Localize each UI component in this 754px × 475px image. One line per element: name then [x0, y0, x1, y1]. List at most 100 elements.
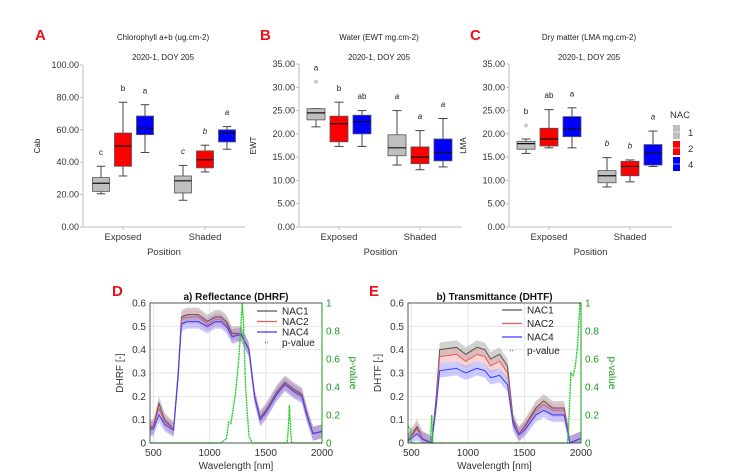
y2-tick-label: 0.4: [585, 383, 599, 394]
significance-letter: b: [605, 139, 610, 148]
box: [218, 129, 236, 143]
significance-letter: a: [314, 63, 319, 72]
y-tick-label: 0.6: [132, 299, 146, 310]
box-nac1-shaded: a: [387, 92, 407, 166]
panel-label: A: [35, 27, 46, 44]
ci-band-nac4: [150, 314, 322, 441]
legend-entry: NAC2: [527, 319, 554, 330]
y-tick-label: 0.5: [390, 322, 404, 333]
panel-label: D: [112, 283, 123, 300]
box: [174, 175, 192, 194]
y-tick-label: 0.6: [390, 299, 404, 310]
panel-label: E: [369, 283, 379, 300]
outlier-point: [314, 79, 318, 84]
legend-entry: NAC4: [527, 333, 554, 344]
significance-letter: a: [570, 89, 575, 98]
legend-entry: NAC1: [282, 307, 309, 318]
y2-tick-label: 0: [585, 439, 591, 450]
y-tick-label: 0.3: [132, 369, 146, 380]
y2-tick-label: 0.2: [585, 411, 599, 422]
box: [620, 160, 640, 177]
x-tick-label: 2000: [570, 448, 593, 459]
significance-letter: a: [225, 108, 230, 117]
legend-entry: NAC1: [527, 306, 554, 317]
box-nac4-shaded: a: [218, 108, 236, 150]
y-tick-label: 20.00: [56, 190, 79, 200]
box: [329, 115, 349, 143]
x-axis-label: Position: [364, 247, 398, 258]
y-tick-label: 80.00: [56, 92, 79, 102]
y-tick-label: 0.5: [132, 322, 146, 333]
panel-label: C: [470, 27, 481, 44]
y-tick-label: 0: [140, 439, 146, 450]
significance-letter: a: [143, 86, 148, 95]
box-nac2-exposed: b: [114, 84, 132, 177]
y-tick-label: 25.00: [482, 106, 505, 116]
y-tick-label: 15.00: [272, 152, 295, 162]
y-tick-label: 0.1: [132, 415, 146, 426]
boxplot-panel-a: A Chlorophyll a+b (ug.cm-2) 2020-1, DOY 20…: [33, 27, 245, 258]
box: [597, 170, 617, 184]
y-tick-label: 30.00: [272, 82, 295, 92]
legend-entry: p-value: [527, 346, 560, 357]
y-tick-label: 15.00: [482, 152, 505, 162]
x-tick-label: 500: [145, 448, 162, 459]
y-tick-label: 25.00: [272, 106, 295, 116]
y-tick-label: 0.2: [390, 392, 404, 403]
box: [516, 140, 536, 150]
box-nac1-shaded: b: [597, 139, 617, 188]
box: [92, 177, 110, 192]
y-tick-label: 10.00: [482, 175, 505, 185]
x-axis-label: Position: [574, 247, 608, 258]
box: [352, 114, 372, 135]
legend-entry: p-value: [282, 338, 315, 349]
box-nac4-exposed: a: [136, 86, 154, 153]
box: [114, 132, 132, 167]
box-nac4-shaded: a: [433, 100, 453, 168]
chart-title: Dry matter (LMA mg.cm-2): [542, 33, 637, 42]
box: [387, 134, 407, 157]
x-tick-label: 1500: [255, 448, 278, 459]
y-tick-label: 0.00: [277, 222, 295, 232]
significance-letter: ab: [358, 92, 367, 101]
chart-subtitle: 2020-1, DOY 205: [348, 53, 411, 62]
chart-subtitle: 2020-1, DOY 205: [558, 53, 621, 62]
significance-letter: ab: [545, 91, 554, 100]
y-tick-label: 20.00: [482, 129, 505, 139]
box: [433, 138, 453, 162]
series-line-nac4: [150, 321, 323, 435]
y-tick-label: 20.00: [272, 129, 295, 139]
legend-entry: 4: [688, 160, 693, 171]
box-nac4-shaded: a: [643, 113, 663, 167]
chart-subtitle: 2020-1, DOY 205: [132, 53, 195, 62]
box-nac1-exposed: b: [516, 107, 536, 154]
ci-band-nac4: [408, 361, 581, 443]
significance-letter: a: [651, 113, 656, 122]
box-nac2-shaded: b: [620, 142, 640, 183]
y2-tick-label: 0: [326, 439, 332, 450]
y-axis-label: LMA: [459, 137, 468, 154]
boxplot-panel-c: C Dry matter (LMA mg.cm-2) 2020-1, DOY 205…: [459, 27, 693, 258]
x-axis-label: Wavelength [nm]: [199, 461, 274, 472]
legend-entry: 2: [688, 144, 693, 155]
y2-tick-label: 0.2: [326, 411, 340, 422]
significance-letter: a: [418, 112, 423, 121]
y-tick-label: 40.00: [56, 157, 79, 167]
y-tick-label: 0.3: [390, 369, 404, 380]
y-tick-label: 0: [398, 439, 404, 450]
y-axis-label: DHTF [-]: [373, 354, 384, 393]
y-tick-label: 60.00: [56, 125, 79, 135]
y-tick-label: 100.00: [51, 60, 79, 70]
y-tick-label: 0.2: [132, 392, 146, 403]
y2-tick-label: 0.8: [326, 327, 340, 338]
series-line-nac4: [407, 367, 582, 444]
box-nac2-shaded: a: [410, 112, 430, 171]
chart-title: b) Transmittance (DHTF): [436, 292, 552, 303]
significance-letter: b: [337, 84, 342, 93]
y2-tick-label: 0.8: [585, 327, 599, 338]
y2-axis-label: p-value: [606, 357, 617, 390]
x-tick-label: Exposed: [321, 232, 358, 243]
box-nac4-exposed: ab: [352, 92, 372, 147]
